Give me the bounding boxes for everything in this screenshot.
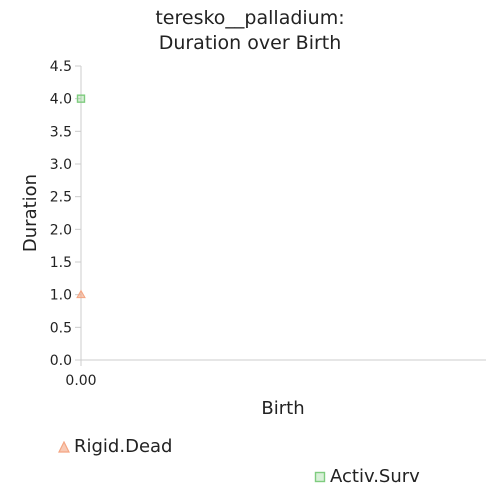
y-tick-label: 1.5 xyxy=(50,255,72,271)
y-tick-label: 1.0 xyxy=(50,288,72,304)
y-tick-label: 4.0 xyxy=(50,92,72,108)
legend-item-activ-surv: Activ.Surv xyxy=(314,466,420,487)
y-tick-label: 2.5 xyxy=(50,190,72,206)
x-axis-title: Birth xyxy=(261,398,304,419)
square-marker-icon xyxy=(314,471,326,483)
legend-label-activ-surv: Activ.Surv xyxy=(330,466,420,487)
y-tick-label: 0.0 xyxy=(50,353,72,369)
y-tick-label: 3.0 xyxy=(50,157,72,173)
x-tick-label: 0.00 xyxy=(65,373,96,389)
triangle-marker-icon xyxy=(58,441,70,453)
legend-label-rigid-dead: Rigid.Dead xyxy=(74,436,172,457)
data-point-activ-surv xyxy=(78,95,85,102)
y-tick-label: 3.5 xyxy=(50,124,72,140)
y-tick-label: 0.5 xyxy=(50,320,72,336)
legend-item-rigid-dead: Rigid.Dead xyxy=(58,436,172,457)
y-tick-label: 2.0 xyxy=(50,222,72,238)
y-axis-ticks: 0.0 0.5 1.0 1.5 2.0 2.5 3.0 3.5 4.0 4.5 xyxy=(50,59,81,369)
y-axis-title: Duration xyxy=(20,174,41,252)
y-tick-label: 4.5 xyxy=(50,59,72,75)
